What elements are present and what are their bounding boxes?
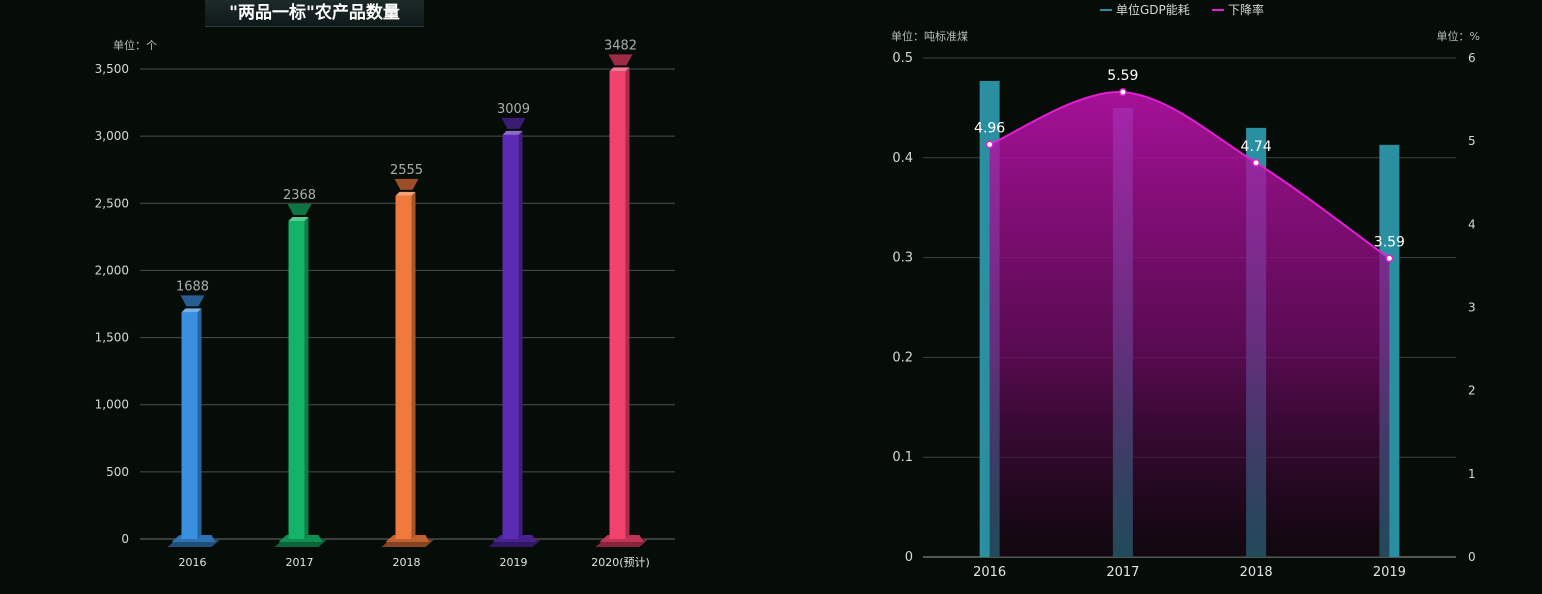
x-tick-label: 2017 bbox=[1106, 565, 1139, 580]
bar-cap bbox=[287, 204, 312, 216]
bar-side bbox=[411, 191, 416, 539]
bar-side bbox=[304, 217, 309, 540]
bar bbox=[167, 295, 220, 547]
x-tick-label: 2016 bbox=[973, 565, 1006, 580]
y-left-tick-label: 0.1 bbox=[892, 450, 913, 465]
y-left-tick-label: 0.3 bbox=[892, 251, 913, 266]
y-right-tick-label: 1 bbox=[1468, 467, 1476, 481]
bar-top bbox=[502, 130, 523, 135]
bar-front bbox=[609, 71, 626, 539]
bar bbox=[381, 178, 434, 547]
bar-side bbox=[197, 308, 202, 539]
y-left-tick-label: 0 bbox=[905, 550, 913, 565]
chart2-left-unit: 单位：吨标准煤 bbox=[891, 29, 968, 43]
legend-label: 下降率 bbox=[1228, 2, 1264, 17]
y-tick-label: 500 bbox=[106, 465, 129, 479]
decline-rate-line bbox=[989, 91, 1390, 260]
decline-rate-label: 4.96 bbox=[974, 120, 1005, 136]
bar-front bbox=[288, 221, 305, 540]
y-tick-label: 2,000 bbox=[95, 263, 129, 277]
bar-top bbox=[609, 67, 630, 72]
bar-value-label: 3482 bbox=[604, 38, 637, 53]
bar-side bbox=[518, 130, 523, 540]
y-right-tick-label: 5 bbox=[1468, 134, 1476, 148]
bar bbox=[274, 204, 327, 547]
x-tick-label: 2020(预计) bbox=[591, 556, 650, 569]
bar-value-label: 3009 bbox=[497, 102, 530, 117]
bar-cap bbox=[180, 295, 205, 307]
bar-front bbox=[395, 195, 412, 539]
x-tick-label: 2016 bbox=[179, 556, 207, 569]
x-tick-label: 2019 bbox=[1373, 565, 1406, 580]
bar bbox=[488, 117, 541, 547]
bar-top bbox=[181, 308, 202, 313]
x-tick-label: 2019 bbox=[500, 556, 528, 569]
bar-cap bbox=[394, 178, 419, 190]
decline-rate-label: 4.74 bbox=[1241, 139, 1272, 155]
y-tick-label: 3,000 bbox=[95, 129, 129, 143]
bar-cap bbox=[608, 54, 633, 66]
decline-rate-point bbox=[1118, 88, 1127, 97]
x-tick-label: 2018 bbox=[393, 556, 421, 569]
y-left-tick-label: 0.2 bbox=[892, 350, 913, 365]
y-right-tick-label: 0 bbox=[1468, 550, 1476, 564]
bar-chart-products: 单位：个 0 500 1,000 1,500 2,000 2,500 3,000 3,500 1… bbox=[95, 38, 675, 569]
decline-rate-label: 5.59 bbox=[1107, 68, 1138, 84]
bar-front bbox=[181, 312, 198, 539]
bar-value-label: 2555 bbox=[390, 163, 423, 178]
x-tick-label: 2017 bbox=[286, 556, 314, 569]
decline-rate-point bbox=[985, 140, 994, 149]
decline-rate-area bbox=[989, 91, 1390, 557]
bar-value-label: 1688 bbox=[176, 279, 209, 294]
decline-rate-point bbox=[1385, 254, 1394, 263]
bar-cap bbox=[501, 117, 526, 129]
y-tick-label: 1,500 bbox=[95, 331, 129, 345]
y-tick-label: 3,500 bbox=[95, 62, 129, 76]
y-tick-label: 2,500 bbox=[95, 196, 129, 210]
chart2-right-unit: 单位：% bbox=[1437, 29, 1480, 43]
decline-rate-label: 3.59 bbox=[1374, 234, 1405, 250]
legend-label: 单位GDP能耗 bbox=[1116, 2, 1190, 17]
x-tick-label: 2018 bbox=[1240, 565, 1273, 580]
y-right-tick-label: 6 bbox=[1468, 51, 1476, 65]
y-right-tick-label: 3 bbox=[1468, 301, 1476, 315]
decline-rate-point bbox=[1252, 158, 1261, 167]
y-tick-label: 1,000 bbox=[95, 398, 129, 412]
bar-top bbox=[395, 191, 416, 196]
bar-value-label: 2368 bbox=[283, 188, 316, 203]
y-left-tick-label: 0.5 bbox=[892, 51, 913, 66]
chart1-unit-label: 单位：个 bbox=[113, 38, 157, 52]
bar-front bbox=[502, 134, 519, 540]
y-left-tick-label: 0.4 bbox=[892, 151, 913, 166]
y-right-tick-label: 2 bbox=[1468, 384, 1476, 398]
y-tick-label: 0 bbox=[121, 532, 129, 546]
y-right-tick-label: 4 bbox=[1468, 217, 1476, 231]
bar bbox=[595, 54, 648, 547]
bar-side bbox=[625, 67, 630, 539]
gdp-energy-chart: 单位：吨标准煤 单位：% 单位GDP能耗 下降率 0 0.1 0.2 0.3 0.4 0.5 0… bbox=[891, 2, 1480, 580]
bar-top bbox=[288, 217, 309, 222]
chart1-title: "两品一标"农产品数量 bbox=[205, 0, 424, 27]
